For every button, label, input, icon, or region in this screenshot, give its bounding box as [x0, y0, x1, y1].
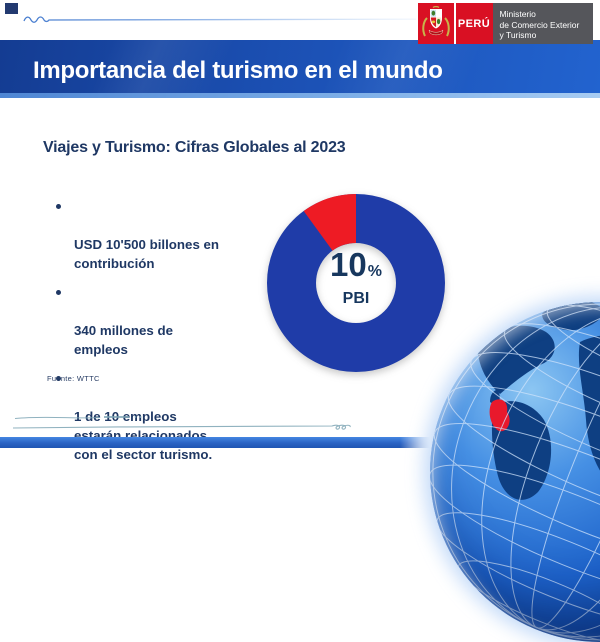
bullet-dot-icon [56, 376, 61, 381]
globe-graphic [430, 302, 600, 642]
corner-accent [5, 3, 18, 14]
page-title: Importancia del turismo en el mundo [33, 57, 443, 84]
donut-center-caption: PBI [342, 290, 370, 307]
header-accent-strip [0, 93, 600, 98]
donut-chart: 10 % PBI [261, 188, 451, 378]
header-squiggle-icon [23, 16, 417, 23]
coat-of-arms-icon [418, 3, 454, 44]
donut-center-label: 10 % PBI [261, 183, 451, 373]
donut-slice-red [303, 194, 356, 251]
slide-root: { "slide": { "title": "Importancia del t… [0, 3, 600, 642]
continent-shape [477, 302, 600, 500]
list-item: 340 millones de empleos [55, 283, 267, 359]
bullet-dot-icon [56, 204, 61, 209]
header-band [0, 40, 600, 93]
donut-center-unit: % [367, 263, 382, 280]
logo-separator [454, 3, 456, 44]
source-note: Fuente: WTTC [47, 374, 100, 383]
gov-logo: PERÚ Ministerio de Comercio Exterior y T… [418, 3, 593, 44]
list-item-text: USD 10'500 billones en contribución [74, 237, 220, 271]
peru-highlight [489, 399, 510, 432]
list-item: USD 10'500 billones en contribución [55, 197, 267, 273]
footer-bar [0, 437, 430, 448]
globe-grid-icon [430, 302, 600, 642]
peru-wordmark: PERÚ [455, 3, 493, 44]
bullet-dot-icon [56, 290, 61, 295]
slide-subtitle: Viajes y Turismo: Cifras Globales al 202… [43, 139, 346, 156]
footer-squiggle-icon [12, 416, 351, 430]
list-item-text: 340 millones de empleos [74, 323, 174, 357]
ministry-name: Ministerio de Comercio Exterior y Turism… [492, 3, 593, 44]
donut-center-value: 10 [330, 246, 367, 283]
